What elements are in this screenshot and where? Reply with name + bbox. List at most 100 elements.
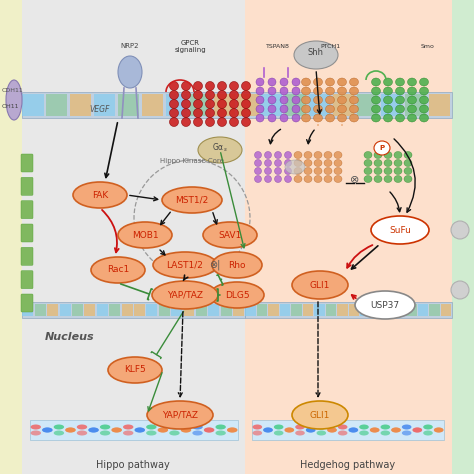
FancyBboxPatch shape: [70, 94, 91, 116]
Ellipse shape: [374, 152, 382, 158]
FancyBboxPatch shape: [22, 302, 245, 318]
Text: P: P: [380, 145, 384, 151]
Text: DLG5: DLG5: [225, 291, 249, 300]
Ellipse shape: [170, 100, 179, 109]
Ellipse shape: [118, 222, 172, 248]
Ellipse shape: [408, 96, 417, 104]
Ellipse shape: [146, 430, 156, 436]
Ellipse shape: [280, 87, 288, 95]
FancyBboxPatch shape: [0, 0, 22, 474]
Ellipse shape: [216, 425, 226, 429]
Ellipse shape: [326, 78, 335, 86]
Ellipse shape: [77, 425, 87, 429]
Ellipse shape: [274, 430, 283, 436]
Ellipse shape: [349, 78, 358, 86]
Ellipse shape: [304, 159, 312, 166]
Ellipse shape: [193, 91, 202, 100]
Ellipse shape: [348, 428, 358, 432]
Ellipse shape: [451, 221, 469, 239]
Ellipse shape: [280, 96, 288, 104]
Ellipse shape: [338, 425, 347, 429]
Ellipse shape: [395, 96, 404, 104]
Ellipse shape: [218, 109, 227, 118]
Ellipse shape: [334, 152, 342, 158]
Ellipse shape: [317, 430, 326, 436]
FancyBboxPatch shape: [221, 304, 232, 316]
FancyBboxPatch shape: [395, 304, 405, 316]
Ellipse shape: [170, 82, 179, 91]
FancyBboxPatch shape: [22, 92, 452, 118]
Ellipse shape: [395, 114, 404, 122]
FancyBboxPatch shape: [196, 304, 207, 316]
Ellipse shape: [193, 100, 202, 109]
Ellipse shape: [229, 91, 238, 100]
Ellipse shape: [206, 100, 215, 109]
Ellipse shape: [384, 175, 392, 182]
Ellipse shape: [118, 56, 142, 88]
Ellipse shape: [334, 159, 342, 166]
Ellipse shape: [274, 152, 282, 158]
Ellipse shape: [313, 114, 322, 122]
Ellipse shape: [268, 96, 276, 104]
Ellipse shape: [255, 152, 262, 158]
Ellipse shape: [192, 425, 203, 429]
Ellipse shape: [383, 87, 392, 95]
Ellipse shape: [294, 159, 302, 166]
Ellipse shape: [212, 252, 262, 278]
Ellipse shape: [423, 425, 433, 429]
FancyBboxPatch shape: [237, 94, 258, 116]
Ellipse shape: [241, 118, 250, 127]
Ellipse shape: [395, 78, 404, 86]
Ellipse shape: [65, 428, 76, 432]
Text: KLF5: KLF5: [124, 365, 146, 374]
Ellipse shape: [314, 167, 322, 174]
Ellipse shape: [88, 428, 99, 432]
Ellipse shape: [324, 152, 332, 158]
Ellipse shape: [162, 187, 222, 213]
Ellipse shape: [292, 401, 348, 429]
Ellipse shape: [264, 175, 272, 182]
Ellipse shape: [280, 114, 288, 122]
FancyBboxPatch shape: [257, 304, 267, 316]
Ellipse shape: [295, 430, 305, 436]
FancyBboxPatch shape: [94, 94, 115, 116]
Ellipse shape: [147, 401, 213, 429]
Ellipse shape: [280, 78, 288, 86]
Ellipse shape: [451, 281, 469, 299]
Ellipse shape: [364, 152, 372, 158]
Text: OH11: OH11: [2, 104, 19, 109]
Text: Nucleus: Nucleus: [45, 332, 95, 342]
Ellipse shape: [402, 430, 411, 436]
Ellipse shape: [255, 159, 262, 166]
Ellipse shape: [374, 175, 382, 182]
Ellipse shape: [349, 87, 358, 95]
Text: GPCR
signaling: GPCR signaling: [174, 40, 206, 53]
Ellipse shape: [256, 87, 264, 95]
Ellipse shape: [111, 428, 122, 432]
FancyBboxPatch shape: [285, 94, 306, 116]
Ellipse shape: [337, 78, 346, 86]
Ellipse shape: [204, 428, 214, 432]
FancyBboxPatch shape: [21, 224, 33, 242]
Ellipse shape: [280, 105, 288, 113]
FancyBboxPatch shape: [30, 420, 238, 440]
Ellipse shape: [227, 428, 237, 432]
Ellipse shape: [268, 78, 276, 86]
Ellipse shape: [412, 428, 422, 432]
FancyBboxPatch shape: [142, 94, 163, 116]
Text: ⊗: ⊗: [350, 175, 360, 185]
FancyBboxPatch shape: [109, 304, 120, 316]
FancyBboxPatch shape: [21, 294, 33, 312]
FancyBboxPatch shape: [261, 94, 283, 116]
FancyBboxPatch shape: [84, 304, 95, 316]
Ellipse shape: [218, 100, 227, 109]
Text: PTCH1: PTCH1: [320, 44, 340, 49]
FancyBboxPatch shape: [35, 304, 46, 316]
Ellipse shape: [274, 175, 282, 182]
Ellipse shape: [182, 109, 191, 118]
Ellipse shape: [294, 167, 302, 174]
FancyBboxPatch shape: [381, 94, 402, 116]
FancyBboxPatch shape: [146, 304, 157, 316]
FancyBboxPatch shape: [280, 304, 290, 316]
Ellipse shape: [434, 428, 444, 432]
